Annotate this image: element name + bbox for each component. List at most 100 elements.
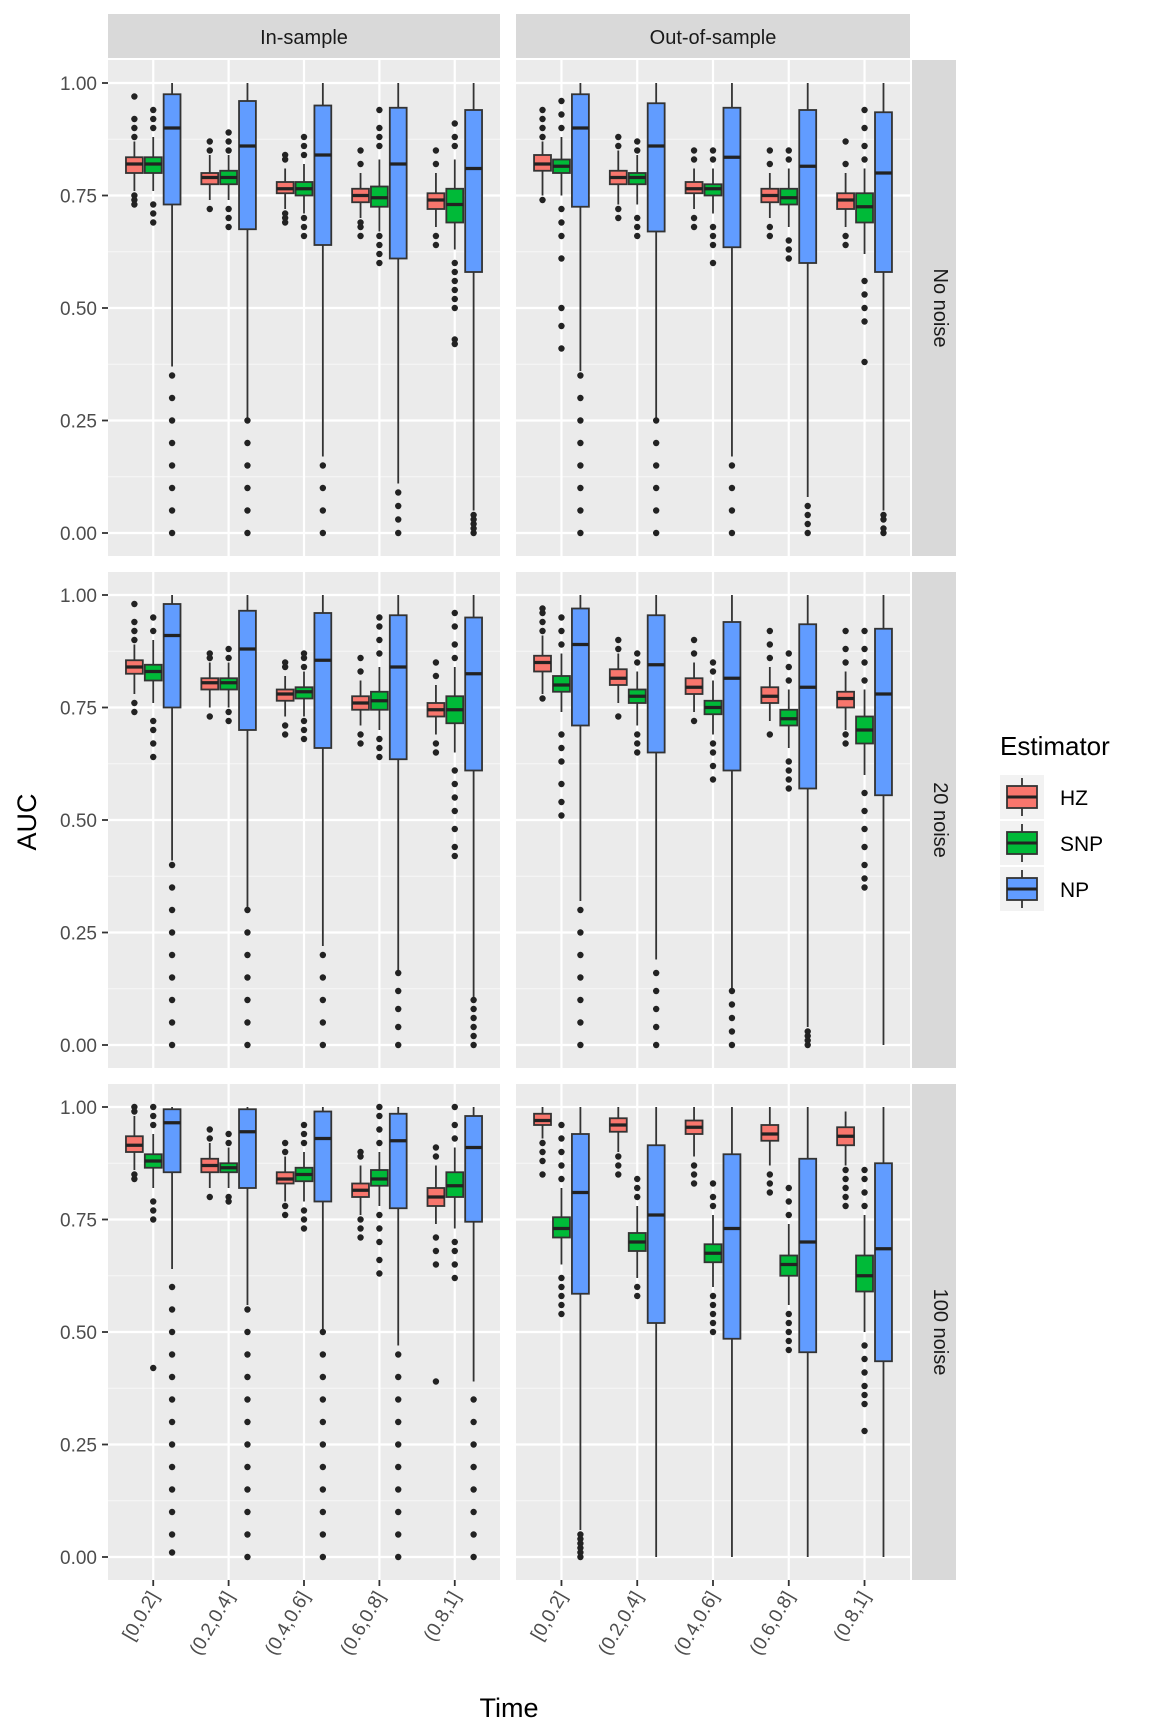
outlier-point [558,322,565,330]
strip-label-out-of-sample: Out-of-sample [650,27,777,49]
outlier-point [300,650,308,657]
outlier-point [357,1153,364,1160]
box-np [646,595,666,1049]
outlier-point [558,758,565,765]
box-np [571,595,590,1049]
outlier-point [861,677,868,684]
outlier-point [150,614,157,621]
outlier-point [842,1166,849,1174]
outlier-point [709,762,717,770]
box-snp [143,614,163,761]
outlier-point [357,1216,364,1223]
outlier-point [300,735,308,743]
outlier-point [319,1351,327,1358]
outlier-point [652,969,660,977]
outlier-point [395,1351,402,1358]
box-np [162,595,182,1049]
box-hz [836,1111,855,1210]
box-hz [426,659,446,756]
outlier-point [558,812,565,819]
outlier-point [281,151,289,159]
outlier-point [785,758,792,765]
outlier-point [539,695,546,702]
outlier-point [861,627,868,635]
outlier-point [206,1126,213,1133]
outlier-point [709,241,717,249]
outlier-point [861,789,868,797]
outlier-point [861,1427,868,1435]
box-iqr [874,627,893,797]
outlier-point [652,1041,660,1049]
outlier-point [861,318,868,325]
outlier-point [470,525,477,532]
outlier-point [558,731,565,738]
outlier-point [861,142,868,150]
outlier-point [615,205,622,213]
outlier-point [804,502,811,510]
box-iqr [313,612,333,749]
outlier-point [395,1373,402,1381]
outlier-point [376,133,383,141]
outlier-point [451,1103,458,1111]
outlier-point [577,529,584,537]
outlier-point [319,974,327,981]
box-iqr [238,1108,257,1189]
outlier-point [300,726,308,734]
outlier-point [131,636,138,644]
outlier-point [150,1216,157,1223]
legend-keys: HZ SNP NP [1000,775,1103,911]
box-iqr [571,607,590,727]
outlier-point [225,645,232,653]
box-snp [370,106,389,267]
box-np [722,595,742,1049]
outlier-point [244,1486,251,1493]
outlier-point [861,304,868,312]
outlier-point [451,340,458,348]
outlier-point [244,1306,251,1313]
outlier-point [395,529,402,537]
outlier-point [842,1184,849,1192]
box-snp [627,650,647,756]
box-np [464,595,483,1049]
legend-item-hz: HZ [1000,775,1088,819]
outlier-point [470,1441,477,1448]
outlier-point [451,852,458,860]
box-hz [608,636,628,720]
strip-label-20-noise: 20 noise [929,782,951,858]
outlier-point [785,237,792,244]
box-hz [275,659,295,738]
outlier-point [168,1396,176,1403]
box-hz [684,636,704,725]
outlier-point [451,767,458,774]
outlier-point [690,636,698,644]
outlier-point [150,115,157,123]
legend-item-snp: SNP [1000,821,1103,865]
outlier-point [880,525,887,532]
outlier-point [634,1175,641,1183]
box-np [238,83,257,537]
box-snp [143,106,163,226]
box-iqr [874,111,893,273]
outlier-point [244,507,251,514]
outlier-point [785,650,792,657]
outlier-point [432,241,440,249]
outlier-point [319,1373,327,1381]
legend-label-np: NP [1060,879,1089,902]
box-np [388,595,408,1049]
box-hz [760,147,780,240]
outlier-point [376,259,383,267]
outlier-point [558,1148,565,1156]
outlier-point [558,1274,565,1282]
outlier-point [319,996,327,1004]
outlier-point [376,124,383,132]
outlier-point [395,502,402,510]
outlier-point [539,133,546,141]
outlier-point [615,636,622,644]
outlier-point [539,115,546,123]
outlier-point [470,1005,477,1013]
outlier-point [842,627,849,635]
outlier-point [319,951,327,959]
outlier-point [357,160,364,168]
outlier-point [558,1175,565,1183]
outlier-point [766,160,774,168]
